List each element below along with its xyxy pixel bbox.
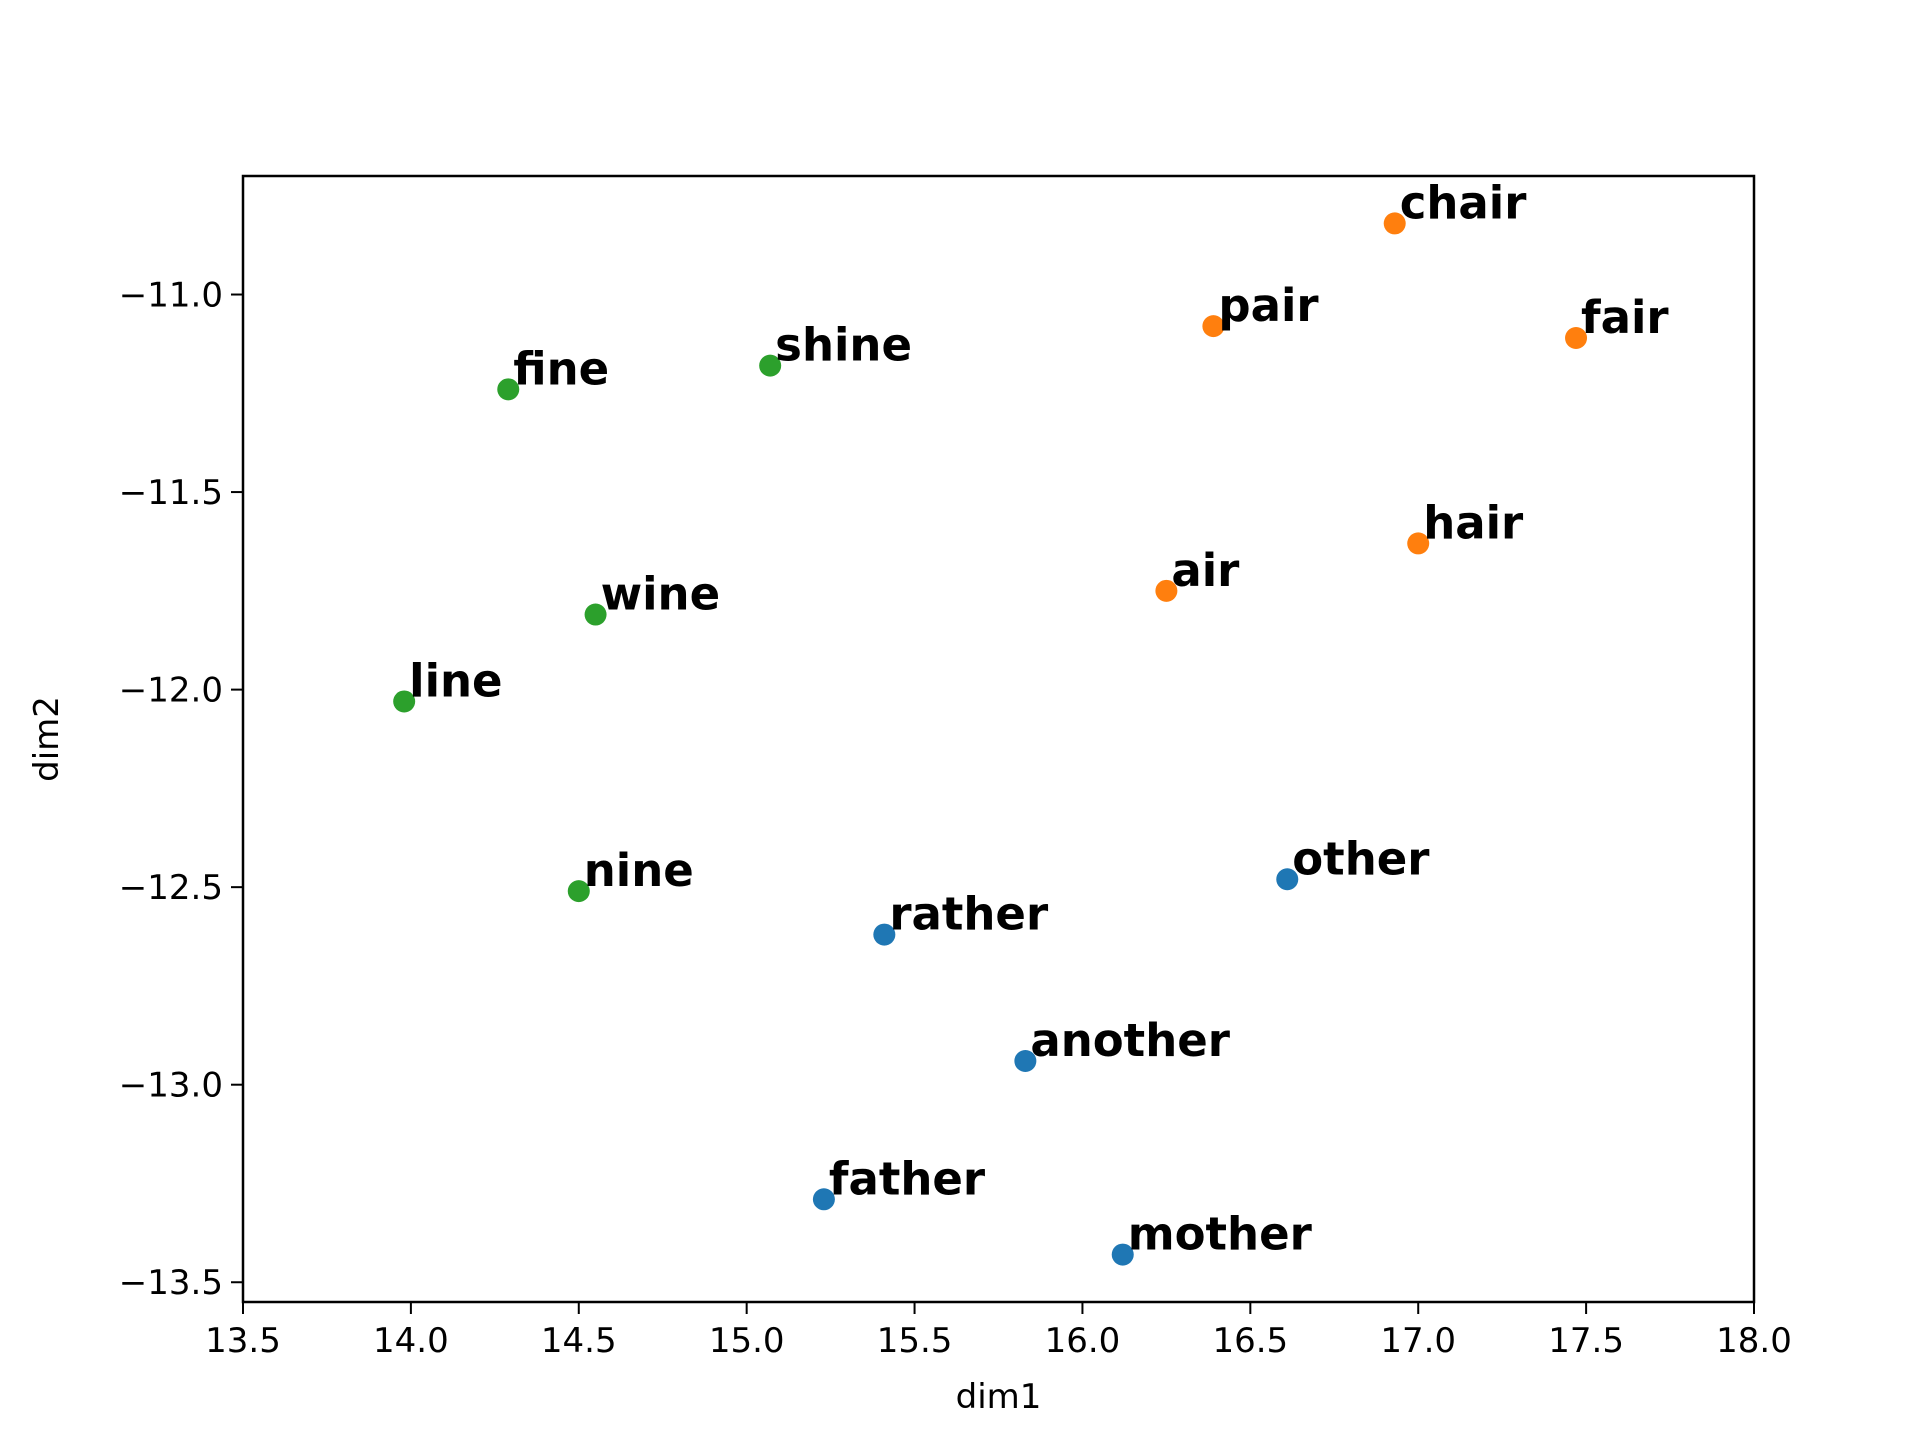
y-axis-ticks: −11.0 −11.5 −12.0 −12.5 −13.0 −13.5 xyxy=(119,276,243,1303)
x-tick-label: 18.0 xyxy=(1716,1321,1792,1361)
point-nine xyxy=(567,880,590,903)
point-pair xyxy=(1202,315,1225,338)
point-label-fine: fine xyxy=(513,342,609,395)
x-tick-label: 17.5 xyxy=(1548,1321,1624,1361)
point-label-chair: chair xyxy=(1400,176,1528,229)
point-label-pair: pair xyxy=(1218,279,1319,332)
x-tick-label: 13.5 xyxy=(205,1321,281,1361)
plot-frame xyxy=(241,174,1756,1304)
point-label-wine: wine xyxy=(601,568,721,621)
data-points xyxy=(393,212,1588,1266)
x-tick-label: 15.0 xyxy=(709,1321,785,1361)
y-tick-label: −12.0 xyxy=(119,671,223,711)
x-tick-label: 14.0 xyxy=(373,1321,449,1361)
x-axis-label: dim1 xyxy=(956,1377,1042,1417)
x-tick-label: 16.5 xyxy=(1212,1321,1288,1361)
point-fine xyxy=(497,378,520,401)
point-mother xyxy=(1111,1243,1134,1266)
point-wine xyxy=(584,603,607,626)
x-tick-label: 15.5 xyxy=(877,1321,953,1361)
x-axis-ticks: 13.5 14.0 14.5 15.0 15.5 16.0 16.5 17.0 17.5 18.0 xyxy=(205,1302,1792,1361)
point-label-air: air xyxy=(1171,544,1240,597)
point-label-shine: shine xyxy=(775,319,912,372)
point-chair xyxy=(1383,212,1406,235)
point-label-nine: nine xyxy=(584,844,694,897)
point-fair xyxy=(1565,326,1588,349)
point-rather xyxy=(873,923,896,946)
point-label-rather: rather xyxy=(889,888,1049,941)
y-tick-label: −11.5 xyxy=(119,473,223,513)
point-label-father: father xyxy=(829,1152,986,1205)
point-label-fair: fair xyxy=(1581,291,1669,344)
point-air xyxy=(1155,579,1178,602)
x-tick-label: 14.5 xyxy=(541,1321,617,1361)
y-tick-label: −11.0 xyxy=(119,276,223,316)
x-tick-label: 16.0 xyxy=(1045,1321,1121,1361)
point-label-another: another xyxy=(1030,1014,1230,1067)
y-tick-label: −12.5 xyxy=(119,868,223,908)
point-other xyxy=(1276,868,1299,891)
point-father xyxy=(812,1188,835,1211)
point-label-mother: mother xyxy=(1128,1208,1313,1261)
y-axis-label: dim2 xyxy=(27,696,67,782)
point-another xyxy=(1014,1049,1037,1072)
x-tick-label: 17.0 xyxy=(1380,1321,1456,1361)
y-tick-label: −13.5 xyxy=(119,1263,223,1303)
point-label-other: other xyxy=(1292,832,1430,885)
point-hair xyxy=(1407,532,1430,555)
point-label-line: line xyxy=(409,654,502,707)
y-tick-label: −13.0 xyxy=(119,1066,223,1106)
point-label-hair: hair xyxy=(1423,496,1524,549)
point-line xyxy=(393,690,416,713)
point-shine xyxy=(759,354,782,377)
point-labels: chair pair fair hair air fine shine wine line nin… xyxy=(409,176,1669,1260)
